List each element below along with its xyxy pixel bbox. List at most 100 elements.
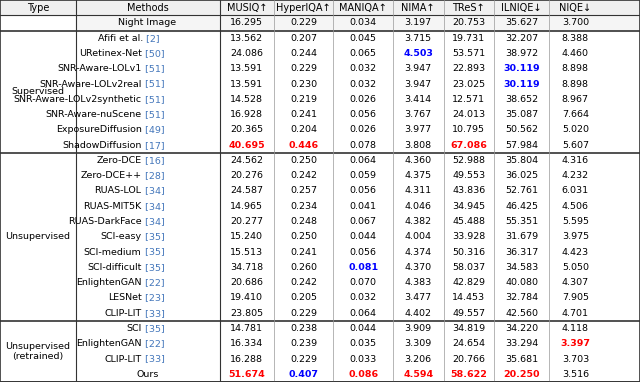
Text: 4.046: 4.046 bbox=[404, 202, 432, 211]
Text: 34.945: 34.945 bbox=[452, 202, 485, 211]
Bar bbox=[76, 15, 640, 31]
Text: 0.026: 0.026 bbox=[349, 125, 377, 134]
Text: 4.375: 4.375 bbox=[404, 171, 432, 180]
Text: SCI-difficult: SCI-difficult bbox=[87, 263, 141, 272]
Text: 0.032: 0.032 bbox=[349, 64, 377, 73]
Text: 33.928: 33.928 bbox=[452, 232, 485, 241]
Text: RUAS-DarkFace: RUAS-DarkFace bbox=[68, 217, 141, 226]
Text: 0.032: 0.032 bbox=[349, 79, 377, 89]
Text: 36.025: 36.025 bbox=[505, 171, 538, 180]
Text: 52.988: 52.988 bbox=[452, 156, 485, 165]
Text: MANIQA↑: MANIQA↑ bbox=[339, 3, 387, 13]
Text: Night Image: Night Image bbox=[118, 18, 177, 28]
Text: 34.220: 34.220 bbox=[505, 324, 538, 333]
Text: SCI-medium [35]: SCI-medium [35] bbox=[108, 248, 188, 257]
Text: 0.229: 0.229 bbox=[290, 64, 317, 73]
Text: 14.781: 14.781 bbox=[230, 324, 263, 333]
Text: 0.207: 0.207 bbox=[290, 34, 317, 43]
Text: 33.294: 33.294 bbox=[505, 339, 538, 348]
Text: 0.064: 0.064 bbox=[349, 156, 377, 165]
Text: [49]: [49] bbox=[141, 125, 164, 134]
Text: 0.234: 0.234 bbox=[290, 202, 317, 211]
Text: 14.965: 14.965 bbox=[230, 202, 263, 211]
Text: 3.414: 3.414 bbox=[404, 95, 432, 104]
Text: Zero-DCE++ [28]: Zero-DCE++ [28] bbox=[106, 171, 189, 180]
Text: Afifi et al. [2]: Afifi et al. [2] bbox=[116, 34, 179, 43]
Text: SNR-Aware-nuScene [51]: SNR-Aware-nuScene [51] bbox=[88, 110, 207, 119]
Text: 16.334: 16.334 bbox=[230, 339, 263, 348]
Text: [51]: [51] bbox=[141, 79, 164, 89]
Text: 3.516: 3.516 bbox=[562, 370, 589, 379]
Text: URetinex-Net: URetinex-Net bbox=[79, 49, 141, 58]
Text: 40.695: 40.695 bbox=[228, 141, 265, 150]
Text: SCI-medium: SCI-medium bbox=[84, 248, 141, 257]
Text: 13.591: 13.591 bbox=[230, 64, 263, 73]
Text: SNR-Aware-LOLv2synthetic [51]: SNR-Aware-LOLv2synthetic [51] bbox=[72, 95, 223, 104]
Text: Zero-DCE [16]: Zero-DCE [16] bbox=[114, 156, 181, 165]
Text: 32.784: 32.784 bbox=[505, 293, 538, 303]
Text: 0.026: 0.026 bbox=[349, 95, 377, 104]
Text: 4.232: 4.232 bbox=[562, 171, 589, 180]
Text: 16.295: 16.295 bbox=[230, 18, 263, 28]
Text: SCI: SCI bbox=[126, 324, 141, 333]
Text: 0.205: 0.205 bbox=[290, 293, 317, 303]
Text: 4.423: 4.423 bbox=[562, 248, 589, 257]
Text: ILNIQE↓: ILNIQE↓ bbox=[501, 3, 542, 13]
Text: 3.477: 3.477 bbox=[404, 293, 432, 303]
Text: 0.242: 0.242 bbox=[290, 278, 317, 287]
Text: 50.316: 50.316 bbox=[452, 248, 485, 257]
Text: NIQE↓: NIQE↓ bbox=[559, 3, 591, 13]
Text: 30.119: 30.119 bbox=[503, 64, 540, 73]
Text: 3.909: 3.909 bbox=[404, 324, 432, 333]
Text: 52.761: 52.761 bbox=[505, 186, 538, 196]
Text: URetinex-Net [50]: URetinex-Net [50] bbox=[105, 49, 190, 58]
Text: 35.804: 35.804 bbox=[505, 156, 538, 165]
Text: 24.086: 24.086 bbox=[230, 49, 263, 58]
Text: 3.700: 3.700 bbox=[562, 18, 589, 28]
Text: 4.503: 4.503 bbox=[403, 49, 433, 58]
Text: 4.402: 4.402 bbox=[404, 309, 432, 318]
Text: 0.065: 0.065 bbox=[349, 49, 377, 58]
Text: HyperIQA↑: HyperIQA↑ bbox=[276, 3, 331, 13]
Text: 0.033: 0.033 bbox=[349, 354, 377, 364]
Text: 15.240: 15.240 bbox=[230, 232, 263, 241]
Text: 35.087: 35.087 bbox=[505, 110, 538, 119]
Text: 14.528: 14.528 bbox=[230, 95, 263, 104]
Text: 38.972: 38.972 bbox=[505, 49, 538, 58]
Text: 4.370: 4.370 bbox=[404, 263, 432, 272]
Text: [35]: [35] bbox=[141, 248, 164, 257]
Text: EnlightenGAN [22]: EnlightenGAN [22] bbox=[104, 278, 191, 287]
Text: 0.041: 0.041 bbox=[349, 202, 377, 211]
Text: 34.819: 34.819 bbox=[452, 324, 485, 333]
Text: 45.488: 45.488 bbox=[452, 217, 485, 226]
Text: 57.984: 57.984 bbox=[505, 141, 538, 150]
Text: [33]: [33] bbox=[141, 354, 164, 364]
Text: 22.893: 22.893 bbox=[452, 64, 485, 73]
Text: Unsupervised
(retrained): Unsupervised (retrained) bbox=[5, 342, 70, 361]
Text: RUAS-DarkFace [34]: RUAS-DarkFace [34] bbox=[99, 217, 196, 226]
Text: 20.365: 20.365 bbox=[230, 125, 263, 134]
Text: [17]: [17] bbox=[141, 141, 164, 150]
Text: SCI-easy [35]: SCI-easy [35] bbox=[116, 232, 179, 241]
Text: CLIP-LIT [33]: CLIP-LIT [33] bbox=[118, 309, 177, 318]
Text: 0.204: 0.204 bbox=[290, 125, 317, 134]
Text: ShadowDiffusion: ShadowDiffusion bbox=[62, 141, 141, 150]
Text: [34]: [34] bbox=[141, 217, 164, 226]
Text: 40.080: 40.080 bbox=[505, 278, 538, 287]
Text: 0.035: 0.035 bbox=[349, 339, 377, 348]
Text: EnlightenGAN [22]: EnlightenGAN [22] bbox=[104, 339, 191, 348]
Text: 20.686: 20.686 bbox=[230, 278, 263, 287]
Text: SNR-Aware-LOLv2synthetic: SNR-Aware-LOLv2synthetic bbox=[13, 95, 141, 104]
Text: 24.562: 24.562 bbox=[230, 156, 263, 165]
Text: 4.382: 4.382 bbox=[404, 217, 432, 226]
Text: RUAS-LOL [34]: RUAS-LOL [34] bbox=[113, 186, 182, 196]
Text: [34]: [34] bbox=[141, 202, 164, 211]
Text: [51]: [51] bbox=[141, 95, 164, 104]
Text: Zero-DCE++: Zero-DCE++ bbox=[81, 171, 141, 180]
Text: NIMA↑: NIMA↑ bbox=[401, 3, 435, 13]
Text: 20.766: 20.766 bbox=[452, 354, 485, 364]
Text: SNR-Aware-LOLv2real [51]: SNR-Aware-LOLv2real [51] bbox=[85, 79, 210, 89]
Text: 0.260: 0.260 bbox=[290, 263, 317, 272]
Text: 3.397: 3.397 bbox=[561, 339, 590, 348]
Text: Afifi et al.: Afifi et al. bbox=[98, 34, 143, 43]
